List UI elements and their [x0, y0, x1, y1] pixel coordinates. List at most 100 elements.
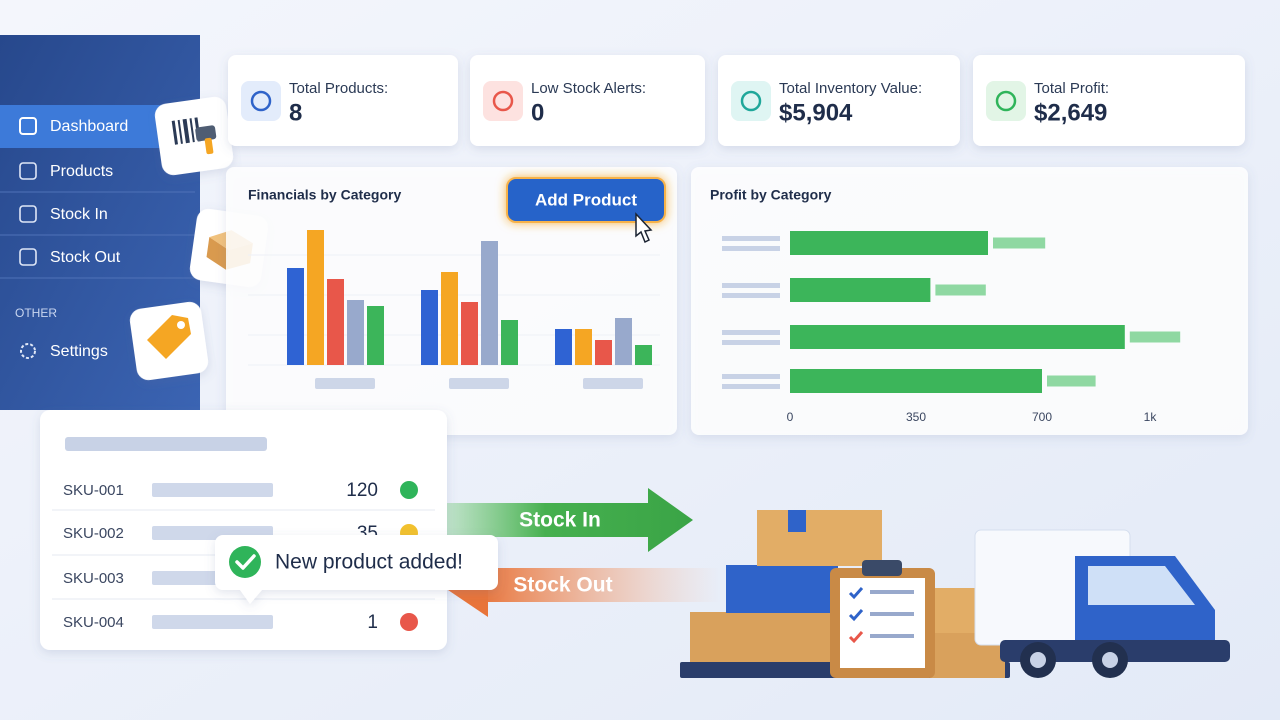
category-placeholder	[722, 374, 780, 379]
category-placeholder	[449, 378, 509, 389]
toast-text: New product added!	[275, 551, 463, 574]
nav-icon	[19, 117, 37, 135]
kpi-row: Total Products: 8 Low Stock Alerts: 0 Total …	[228, 55, 1245, 146]
category-placeholder	[583, 378, 643, 389]
kpi-icon	[241, 81, 281, 121]
kpi-icon-glyph	[995, 90, 1017, 112]
tag-hole	[177, 321, 185, 329]
charts: 0 350 700 1k	[248, 230, 1181, 424]
kpi-label: Total Products:	[289, 80, 388, 97]
bar	[461, 302, 478, 365]
category-placeholder	[722, 384, 780, 389]
kpi-icon-glyph	[492, 90, 514, 112]
bar	[935, 284, 986, 296]
bar	[595, 340, 612, 365]
bar	[347, 300, 364, 365]
x-tick-label: 350	[906, 410, 926, 424]
sku: SKU-002	[63, 525, 124, 542]
kpi-icon	[731, 81, 771, 121]
kpi-label: Total Inventory Value:	[779, 80, 922, 97]
flow-arrows: Stock In Stock Out	[447, 488, 720, 617]
nav-item[interactable]: Dashboard	[50, 118, 128, 135]
category-placeholder	[722, 330, 780, 335]
category-placeholder	[315, 378, 375, 389]
chart-title: Profit by Category	[710, 187, 832, 203]
kpi-card	[470, 55, 705, 146]
bar	[327, 279, 344, 365]
nav-item[interactable]: Stock In	[50, 206, 108, 223]
nav-icon	[19, 248, 37, 266]
quantity: 120	[346, 480, 378, 501]
bar	[481, 241, 498, 365]
kpi-value: 8	[289, 99, 302, 126]
category-placeholder	[722, 340, 780, 345]
nav-item[interactable]: Products	[50, 163, 113, 180]
x-tick-label: 1k	[1144, 410, 1158, 424]
button-label[interactable]: Add Product	[535, 190, 637, 209]
kpi-icon-glyph	[740, 90, 762, 112]
kpi-value: 0	[531, 99, 544, 126]
bar	[287, 268, 304, 365]
box	[757, 510, 882, 566]
bar	[421, 290, 438, 365]
sidebar: Dashboard Products Stock In Stock Out OT…	[0, 35, 200, 410]
kpi-value: $2,649	[1034, 99, 1107, 126]
status-dot	[400, 613, 418, 631]
category-placeholder	[722, 246, 780, 251]
category-placeholder	[722, 283, 780, 288]
truck-window	[1088, 566, 1195, 605]
kpi-label: Total Profit:	[1034, 80, 1109, 97]
bar	[575, 329, 592, 365]
x-tick-label: 0	[787, 410, 794, 424]
bar	[307, 230, 324, 365]
nav-icon	[20, 343, 36, 359]
kpi-card	[228, 55, 458, 146]
stock-in-arrow	[447, 488, 693, 552]
bar	[441, 272, 458, 365]
category-placeholder	[722, 236, 780, 241]
placeholder	[65, 437, 267, 451]
bar	[367, 306, 384, 365]
kpi-card	[718, 55, 960, 146]
cursor	[635, 212, 653, 244]
kpi-icon	[986, 81, 1026, 121]
sku: SKU-004	[63, 614, 124, 631]
kpi-card	[973, 55, 1245, 146]
button-bg[interactable]	[506, 177, 666, 223]
bar	[1129, 331, 1181, 343]
nav-item[interactable]: Stock Out	[50, 249, 121, 266]
arrow-label: Stock Out	[513, 574, 612, 597]
category-placeholder	[722, 293, 780, 298]
quantity: 1	[367, 612, 378, 633]
illustration	[680, 510, 1230, 678]
check-icon	[229, 546, 261, 578]
tape	[788, 510, 806, 532]
bar	[790, 325, 1125, 349]
check-red	[848, 631, 864, 644]
x-tick-label: 700	[1032, 410, 1052, 424]
nav-item[interactable]: Settings	[50, 343, 108, 360]
box	[690, 612, 830, 662]
add-product-button[interactable]: Add Product	[506, 177, 666, 244]
stock-out-arrow	[480, 568, 720, 602]
kpi-icon-glyph	[250, 90, 272, 112]
clip	[862, 560, 902, 576]
status-dot	[400, 481, 418, 499]
nav-icon	[19, 162, 37, 180]
toast-bg	[215, 535, 498, 604]
box	[726, 565, 838, 613]
bar	[615, 318, 632, 365]
bar	[790, 231, 988, 255]
bar	[635, 345, 652, 365]
bar	[501, 320, 518, 365]
bar	[993, 237, 1046, 249]
bar	[790, 369, 1042, 393]
sku: SKU-001	[63, 482, 124, 499]
section-label: OTHER	[15, 306, 57, 320]
kpi-value: $5,904	[779, 99, 853, 126]
arrow-label: Stock In	[519, 509, 601, 532]
barcode	[171, 117, 217, 155]
placeholder	[152, 615, 273, 629]
chart-card	[691, 167, 1248, 435]
